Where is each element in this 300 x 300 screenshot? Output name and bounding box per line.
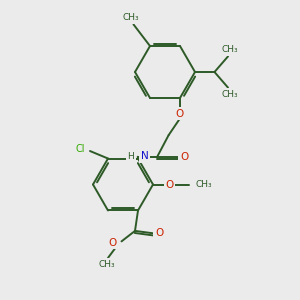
Text: CH₃: CH₃ [98, 260, 115, 269]
Text: Cl: Cl [75, 144, 85, 154]
Text: CH₃: CH₃ [196, 180, 212, 189]
Text: O: O [109, 238, 117, 248]
Text: H: H [127, 152, 134, 161]
Text: O: O [155, 228, 163, 238]
Text: O: O [176, 109, 184, 118]
Text: N: N [141, 151, 148, 161]
Text: O: O [165, 179, 174, 190]
Text: CH₃: CH₃ [221, 45, 238, 54]
Text: O: O [180, 152, 188, 162]
Text: CH₃: CH₃ [123, 13, 140, 22]
Text: CH₃: CH₃ [221, 90, 238, 99]
